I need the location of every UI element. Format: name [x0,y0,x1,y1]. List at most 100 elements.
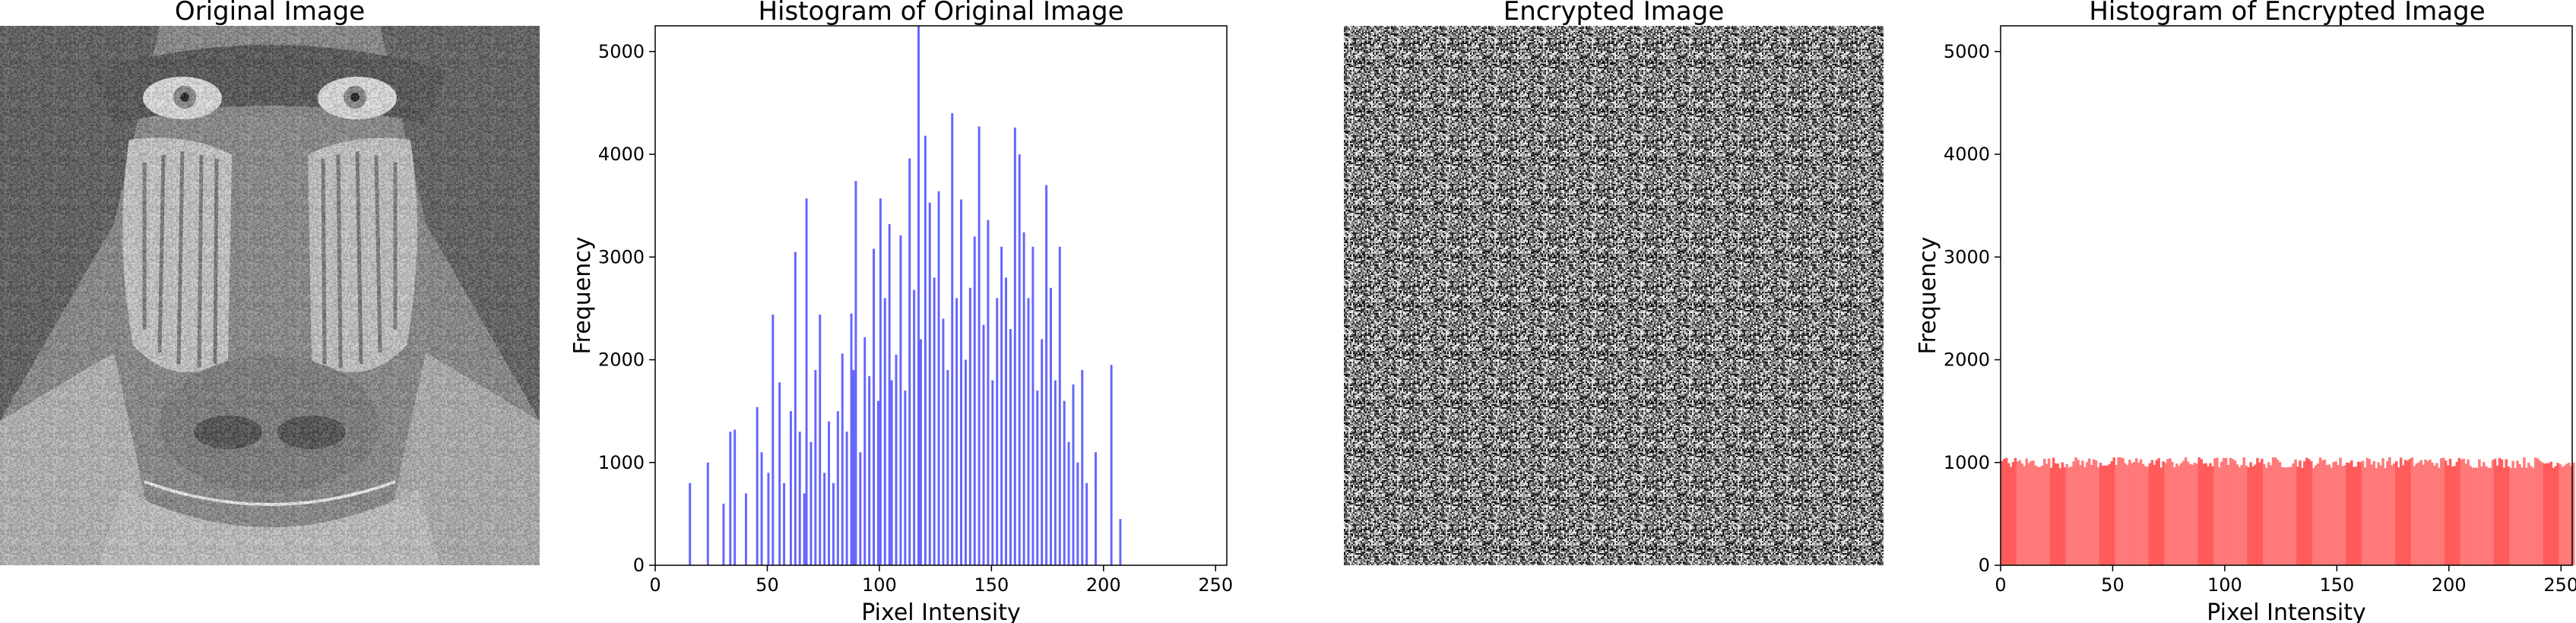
hist-original-bar [904,391,907,565]
hist-original-bar [789,411,792,565]
hist-original-bar [803,493,806,565]
hist-encrypted-bar [2480,466,2483,565]
hist-encrypted-bar [2460,459,2464,565]
hist-encrypted-ytick-label: 0 [1979,555,1990,576]
hist-original-bar [854,181,857,565]
hist-encrypted-bar [2090,464,2093,565]
hist-encrypted-bar [2318,457,2322,565]
hist-encrypted-bar [2108,463,2112,565]
hist-encrypted-bar [2354,466,2358,565]
hist-encrypted-bar [2308,459,2311,565]
hist-encrypted-bar [2229,457,2232,565]
hist-encrypted-bar [2171,461,2174,565]
hist-original-xtick-label: 250 [1198,574,1233,596]
hist-encrypted-bar [2431,462,2434,565]
hist-encrypted-bar [2242,457,2246,565]
hist-encrypted-bar [2493,458,2497,565]
hist-encrypted-bar [2415,463,2419,565]
hist-original-bar [1119,519,1122,565]
hist-encrypted-bar [2027,463,2030,565]
hist-encrypted-bar [2099,463,2102,565]
hist-encrypted-bar [2014,457,2017,565]
hist-original-bar [778,382,781,565]
hist-encrypted-bar [2016,461,2020,565]
hist-encrypted-bar [2527,463,2530,565]
hist-encrypted-bar [2433,465,2436,565]
hist-encrypted-bar [2444,460,2448,565]
hist-encrypted-bar [2348,463,2351,565]
hist-encrypted-bar [2525,467,2528,565]
hist-encrypted-frame [2000,25,2573,566]
hist-original-bar [919,339,922,565]
hist-encrypted-bar [2052,457,2055,565]
hist-encrypted-bar [2518,463,2521,565]
hist-encrypted-bar [2103,465,2107,565]
hist-original-bar [1072,384,1075,565]
hist-original-bar [1081,370,1084,565]
hist-encrypted-bar [2531,467,2535,565]
hist-encrypted-bar [2549,461,2553,565]
hist-encrypted-bar [2269,465,2273,565]
hist-encrypted-bar [2159,467,2163,565]
hist-encrypted-xtick-label: 200 [2432,574,2467,596]
hist-original-bar [845,432,848,565]
hist-encrypted-bar [2476,467,2479,565]
hist-encrypted-bar [2074,457,2077,565]
hist-original-bar [706,462,709,565]
hist-original-plot: 0 50 100 150 200 250 0 1000 2000 3000 4000 5000 Pixe… [569,25,1233,623]
hist-encrypted-bar [2224,457,2228,565]
hist-encrypted-bar [2408,459,2412,565]
hist-encrypted-bar [2088,458,2091,565]
hist-encrypted-bar [2002,458,2006,565]
hist-original-ytick-label: 0 [633,555,645,576]
hist-original-bar [960,199,963,565]
hist-encrypted-bar [2131,463,2134,565]
hist-original-bar [987,220,990,565]
hist-original-ytick-label: 5000 [598,41,645,62]
hist-encrypted-bar [2112,457,2115,565]
hist-original-bar [964,359,967,565]
hist-encrypted-title: Histogram of Encrypted Image [2089,0,2485,27]
hist-encrypted-bar [2399,457,2403,565]
hist-encrypted-bar [2533,457,2537,565]
hist-original-bar [1063,400,1066,565]
hist-encrypted-bar [2440,458,2443,565]
hist-encrypted-bar [2491,460,2495,565]
hist-encrypted-xtick-label: 100 [2207,574,2242,596]
hist-encrypted-bar [2058,468,2062,565]
hist-encrypted-bar [2469,466,2472,565]
hist-encrypted-bar [2545,463,2549,565]
hist-encrypted-bar [2341,466,2344,565]
hist-encrypted-bar [2486,467,2490,565]
hist-encrypted-bar [2457,457,2461,565]
hist-original-bar [924,135,927,565]
hist-original-bar [1085,482,1088,565]
hist-encrypted-bar [2311,468,2315,565]
hist-encrypted-bar [2249,462,2252,565]
hist-encrypted-bar [2216,457,2219,565]
hist-original-bar [841,353,844,565]
hist-encrypted-bar [2365,457,2369,565]
hist-encrypted-bar [2128,460,2131,565]
hist-original-bar [832,482,835,565]
hist-original-frame [654,25,1228,566]
hist-encrypted-bar [2162,461,2165,565]
hist-encrypted-bar [2034,465,2037,565]
hist-encrypted-bar [2096,467,2100,565]
hist-encrypted-bar [2438,467,2441,565]
hist-original-bar [1054,380,1057,565]
hist-encrypted-bar [2254,464,2257,565]
hist-encrypted-bar [2077,460,2080,565]
hist-encrypted-bar [2424,459,2427,565]
hist-encrypted-bar [2166,459,2169,565]
hist-encrypted-bar [2148,463,2152,565]
hist-encrypted-bar [2395,461,2398,565]
hist-encrypted-bar [2489,467,2492,565]
hist-encrypted-bar [2209,463,2212,565]
hist-encrypted-bar [2568,462,2571,565]
hist-original-xlabel: Pixel Intensity [861,599,1021,623]
hist-encrypted-bar [2273,457,2277,565]
hist-encrypted-bar [2083,466,2086,565]
hist-encrypted-plot: 0 50 100 150 200 250 0 1000 2000 3000 4000 5000 Pixe… [1915,25,2576,623]
